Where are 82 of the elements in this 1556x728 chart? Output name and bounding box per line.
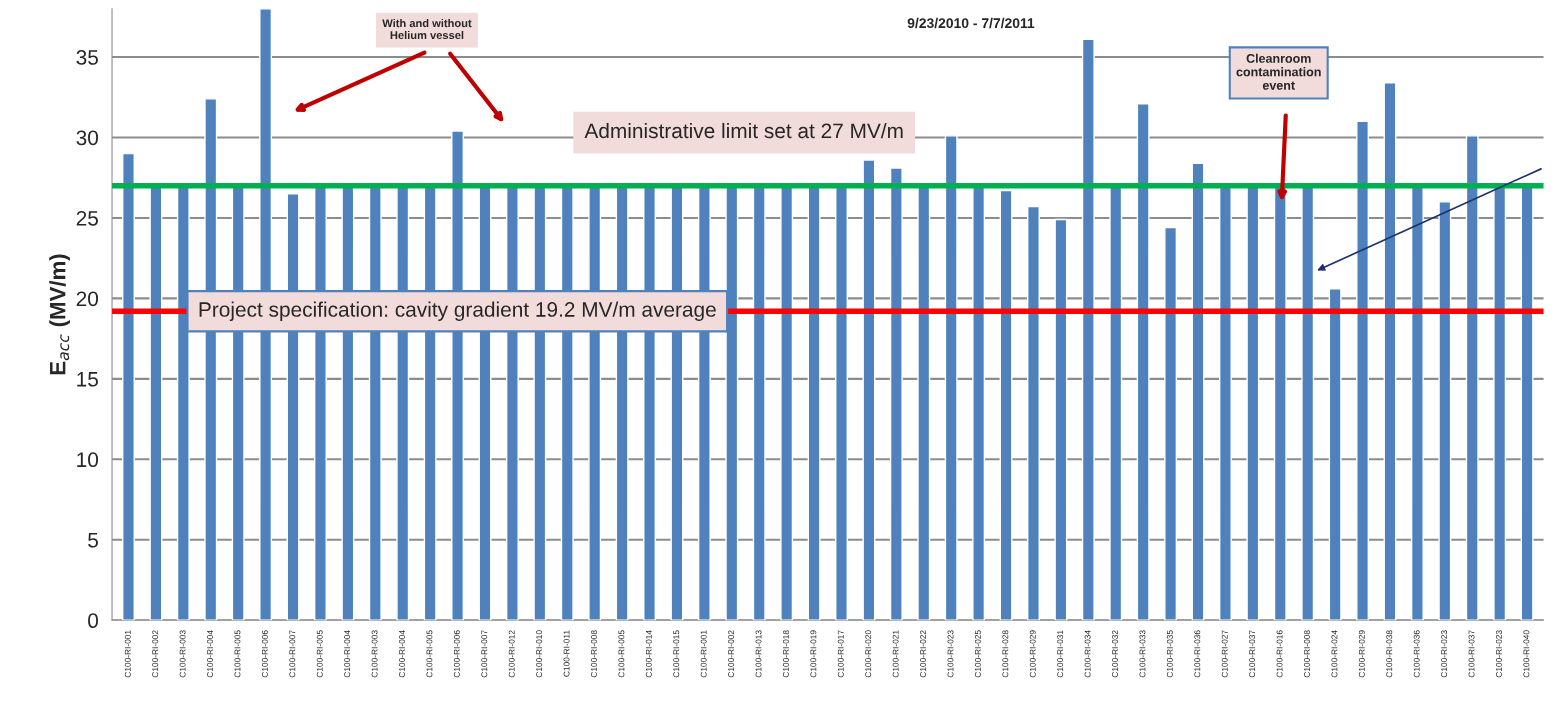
x-tick-label: C100-RI-023 bbox=[947, 630, 954, 678]
x-tick-label: C100-RI-010 bbox=[536, 630, 543, 678]
bar bbox=[1356, 120, 1370, 621]
x-tick-label: C100-RI-005 bbox=[618, 630, 625, 678]
x-tick-label: C100-RI-029 bbox=[1358, 630, 1365, 678]
x-tick-label: C100-RI-005 bbox=[316, 630, 323, 678]
x-tick-label: C100-RI-002 bbox=[152, 630, 159, 678]
x-tick-label: C100-RI-023 bbox=[1441, 630, 1448, 678]
y-tick-label: 35 bbox=[76, 50, 98, 65]
x-tick-label: C100-RI-005 bbox=[426, 630, 433, 678]
bar bbox=[122, 152, 135, 621]
y-tick-label: 15 bbox=[77, 372, 98, 387]
x-tick-label: C100-RI-006 bbox=[453, 630, 460, 678]
x-tick-label: C100-RI-021 bbox=[892, 630, 899, 678]
x-tick-label: C100-RI-034 bbox=[1084, 630, 1091, 678]
x-tick-label: C100-RI-008 bbox=[591, 630, 597, 678]
x-tick-label: C100-RI-006 bbox=[261, 630, 268, 678]
x-tick-label: C100-RI-020 bbox=[865, 630, 872, 678]
ref-line-label: Administrative limit set at 27 MV/m bbox=[584, 122, 903, 139]
x-tick-label: C100-RI-007 bbox=[481, 630, 488, 678]
x-tick-label: C100-RI-016 bbox=[1276, 630, 1283, 678]
x-tick-label: C100-RI-018 bbox=[782, 630, 789, 678]
x-tick-label: C100-RI-027 bbox=[1221, 630, 1228, 678]
bar bbox=[1054, 218, 1068, 621]
x-tick-label: C100-RI-011 bbox=[563, 630, 570, 677]
x-tick-label: C100-RI-004 bbox=[399, 630, 405, 678]
bar bbox=[1438, 201, 1452, 621]
x-tick-label: C100-RI-033 bbox=[1139, 630, 1146, 678]
bar bbox=[1383, 82, 1397, 621]
x-tick-label: C100-RI-013 bbox=[755, 630, 762, 678]
x-tick-label: C100-RI-007 bbox=[289, 630, 296, 678]
annotation: Cleanroom contamination event bbox=[1236, 53, 1321, 90]
x-tick-label: C100-RI-001 bbox=[124, 630, 131, 678]
x-tick-label: C100-RI-004 bbox=[344, 630, 351, 678]
x-tick-label: C100-RI-037 bbox=[1249, 630, 1256, 678]
bar bbox=[944, 135, 958, 621]
x-tick-label: C100-RI-035 bbox=[1166, 630, 1173, 678]
x-tick-label: C100-RI-023 bbox=[1496, 630, 1502, 678]
y-tick-label: 20 bbox=[76, 291, 99, 307]
x-tick-label: C100-RI-038 bbox=[1386, 630, 1393, 678]
y-tick-label: 25 bbox=[76, 210, 98, 226]
y-tick-label: 0 bbox=[88, 613, 99, 629]
x-tick-label: C100-RI-001 bbox=[700, 630, 707, 678]
x-tick-label: C100-RI-032 bbox=[1112, 630, 1118, 678]
x-tick-label: C100-RI-036 bbox=[1413, 630, 1420, 678]
bar bbox=[1191, 162, 1205, 621]
bar bbox=[1027, 205, 1040, 621]
x-tick-label: C100-RI-029 bbox=[1029, 630, 1036, 678]
x-tick-label: C100-RI-014 bbox=[645, 630, 652, 678]
bar bbox=[999, 189, 1013, 621]
x-tick-label: C100-RI-031 bbox=[1057, 630, 1064, 678]
text: 9/23/2010 - 7/7/2011 bbox=[907, 17, 1035, 29]
x-tick-label: C100-RI-008 bbox=[1304, 630, 1310, 678]
x-tick-label: C100-RI-003 bbox=[179, 630, 186, 678]
x-tick-label: C100-RI-040 bbox=[1523, 630, 1530, 678]
ref-line-label: Project specification: cavity gradient 19.2 MV/m average bbox=[199, 301, 716, 321]
y-tick-label: 30 bbox=[76, 130, 99, 146]
annotation: With and without Helium vessel bbox=[382, 18, 472, 40]
bar bbox=[1081, 38, 1095, 621]
x-tick-label: C100-RI-019 bbox=[810, 630, 817, 678]
x-tick-label: C100-RI-028 bbox=[1002, 630, 1009, 678]
y-tick-label: 10 bbox=[77, 452, 99, 468]
x-tick-label: C100-RI-004 bbox=[207, 630, 213, 678]
x-tick-label: C100-RI-012 bbox=[508, 630, 515, 678]
y-axis-title: E$_{acc}$ (MV/m) bbox=[49, 254, 70, 375]
bar bbox=[889, 167, 903, 621]
y-tick-label: 5 bbox=[88, 533, 98, 548]
bar bbox=[1328, 288, 1342, 621]
bar bbox=[1465, 135, 1479, 621]
x-tick-label: C100-RI-015 bbox=[673, 630, 680, 678]
bar bbox=[1136, 102, 1150, 621]
x-tick-label: C100-RI-005 bbox=[234, 630, 241, 678]
bar bbox=[862, 159, 876, 621]
x-tick-label: C100-RI-036 bbox=[1194, 630, 1201, 678]
x-tick-label: C100-RI-037 bbox=[1468, 630, 1475, 678]
x-tick-label: C100-RI-003 bbox=[371, 630, 378, 678]
x-tick-label: C100-RI-002 bbox=[728, 630, 735, 678]
x-tick-label: C100-RI-024 bbox=[1331, 630, 1338, 678]
x-tick-label: C100-RI-022 bbox=[920, 630, 927, 678]
x-tick-label: C100-RI-025 bbox=[974, 630, 981, 678]
x-tick-label: C100-RI-017 bbox=[837, 630, 844, 678]
bar bbox=[1164, 226, 1178, 621]
